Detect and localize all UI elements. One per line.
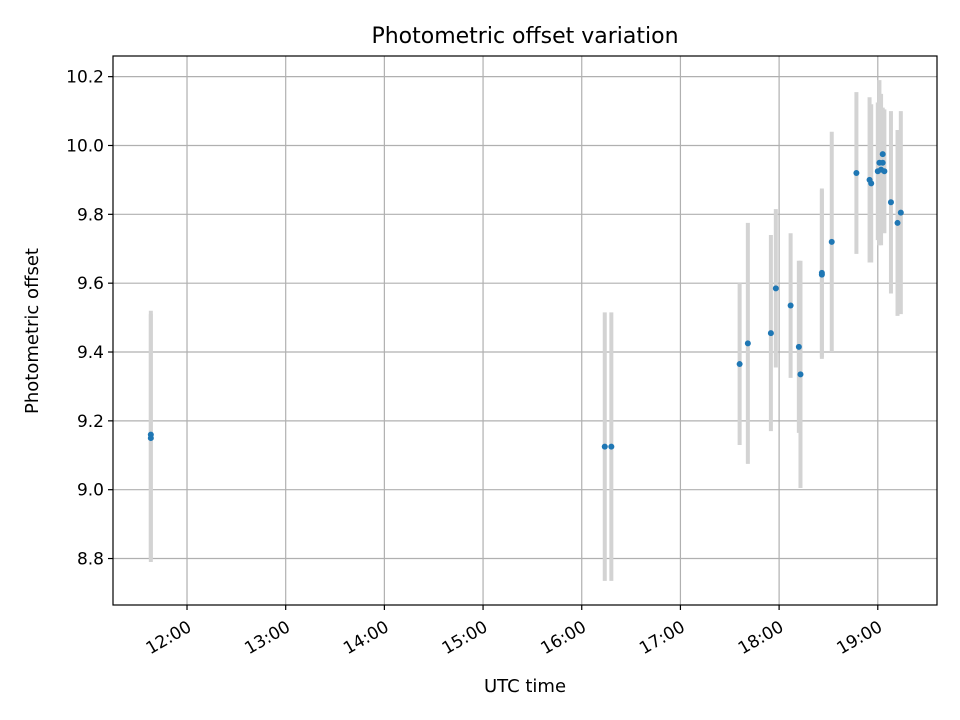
data-point (868, 180, 875, 187)
y-tick-label: 9.0 (77, 481, 104, 501)
data-point (879, 159, 886, 166)
data-point (767, 330, 774, 337)
y-axis-ticks: 8.8 9.0 9.2 9.4 9.6 9.8 10.0 10.2 (66, 68, 113, 570)
plot-frame (112, 55, 938, 606)
y-tick-label: 10.2 (66, 68, 104, 88)
data-point (828, 238, 835, 245)
data-point (795, 343, 802, 350)
data-points (147, 151, 904, 450)
data-point (897, 209, 904, 216)
data-point (147, 435, 154, 442)
data-point (797, 371, 804, 378)
data-point (608, 443, 615, 450)
y-tick-label: 9.4 (77, 343, 104, 363)
data-point (881, 168, 888, 175)
y-tick-label: 9.2 (77, 412, 104, 432)
chart-title: Photometric offset variation (371, 24, 678, 49)
data-point (853, 170, 860, 177)
data-point (887, 199, 894, 206)
y-axis-label: Photometric offset (22, 248, 43, 414)
data-point (894, 219, 901, 226)
data-point (879, 151, 886, 158)
y-tick-label: 9.6 (77, 274, 104, 294)
data-point (744, 340, 751, 347)
data-point (601, 443, 608, 450)
y-tick-label: 8.8 (77, 550, 104, 570)
data-point (772, 285, 779, 292)
x-axis-label: UTC time (484, 676, 566, 697)
y-tick-label: 10.0 (66, 136, 104, 156)
data-point (787, 302, 794, 309)
data-point (736, 361, 743, 368)
y-tick-label: 9.8 (77, 205, 104, 225)
data-point (818, 271, 825, 278)
